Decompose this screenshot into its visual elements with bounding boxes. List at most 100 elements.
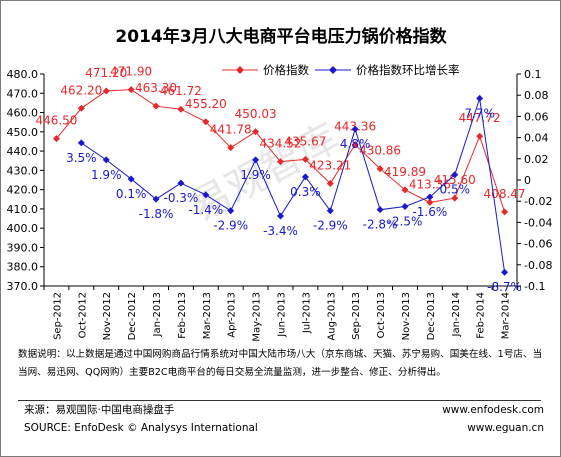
footer-divider <box>18 400 541 401</box>
growth-rate-data-label: 7.7% <box>464 106 495 120</box>
y-right-tick-label: 0 <box>524 174 531 187</box>
y-left-tick-label: 420.0 <box>7 184 39 197</box>
y-left-tick-label: 380.0 <box>7 261 39 274</box>
growth-rate-point <box>252 156 260 164</box>
price-index-data-label: 430.86 <box>359 144 401 158</box>
growth-rate-data-label: -3.4% <box>263 224 298 238</box>
price-index-point <box>177 105 185 113</box>
source-site-eguan: www.eguan.cn <box>467 422 544 434</box>
x-tick-label: Oct-2013 <box>376 292 387 338</box>
x-tick-label: Feb-2013 <box>177 292 188 339</box>
price-index-data-label: 447.72 <box>459 111 501 125</box>
growth-rate-data-label: -1.4% <box>188 203 223 217</box>
price-index-data-label: 463.30 <box>135 81 177 95</box>
x-tick-label: Nov-2013 <box>401 292 412 340</box>
price-index-point <box>376 165 384 173</box>
growth-rate-point <box>77 139 85 147</box>
x-tick-label: Dec-2012 <box>127 292 138 340</box>
x-tick-label: Sep-2013 <box>351 292 362 340</box>
price-index-point <box>152 102 160 110</box>
growth-rate-point <box>351 125 359 133</box>
growth-rate-point <box>451 171 459 179</box>
price-index-point <box>102 87 110 95</box>
growth-rate-point <box>177 179 185 187</box>
growth-rate-data-label: 1.9% <box>91 168 122 182</box>
legend-label-growth-rate: 价格指数环比增长率 <box>356 63 460 77</box>
y-left-tick-label: 450.0 <box>7 126 39 139</box>
price-index-data-label: 423.21 <box>309 158 351 172</box>
y-right-tick-label: 0.08 <box>524 89 549 102</box>
price-index-point <box>227 144 235 152</box>
growth-rate-data-label: -2.9% <box>313 219 348 233</box>
price-index-data-label: 419.89 <box>384 165 426 179</box>
x-tick-label: Nov-2012 <box>102 292 113 340</box>
price-index-data-label: 446.50 <box>35 114 77 128</box>
growth-rate-data-label: 3.5% <box>66 151 97 165</box>
y-right-tick-label: -0.1 <box>524 280 545 293</box>
price-index-data-label: 435.67 <box>284 134 326 148</box>
legend: 价格指数 价格指数环比增长率 <box>222 63 460 77</box>
price-index-data-label: 450.03 <box>235 107 277 121</box>
growth-rate-point <box>152 195 160 203</box>
growth-rate-point <box>376 206 384 214</box>
y-right-tick-label: -0.02 <box>524 195 552 208</box>
growth-rate-line <box>81 98 506 273</box>
price-index-point <box>426 198 434 206</box>
source-block: 来源：易观国际·中国电商操盘手 www.enfodesk.com SOURCE:… <box>24 401 544 437</box>
growth-rate-series: 3.5% 1.9% 0.1% -1.8% -0.3%-1.4% -2.9% 1.9% -3.4… <box>66 94 522 294</box>
price-index-point <box>277 158 284 166</box>
legend-marker-growth-rate <box>329 66 337 74</box>
y-right-tick-label: -0.06 <box>524 238 552 251</box>
price-index-data-label: 471.90 <box>110 65 152 79</box>
legend-marker-price-index <box>236 66 244 74</box>
y-right-tick-label: -0.04 <box>524 216 552 229</box>
source-site-enfodesk: www.enfodesk.com <box>442 404 544 416</box>
growth-rate-point <box>227 207 235 215</box>
growth-rate-point <box>326 207 334 215</box>
growth-rate-data-label: -0.3% <box>164 191 199 205</box>
growth-rate-data-label: -1.6% <box>412 205 447 219</box>
y-left-tick-label: 440.0 <box>7 145 39 158</box>
growth-rate-data-label: 1.9% <box>240 168 271 182</box>
legend-label-price-index: 价格指数 <box>263 63 309 77</box>
y-left-tick-label: 460.0 <box>7 107 39 120</box>
price-index-point <box>202 118 210 126</box>
growth-rate-data-label: 0.1% <box>116 187 147 201</box>
x-tick-label: Jun-2013 <box>277 292 288 338</box>
growth-rate-data-label: -2.9% <box>213 219 248 233</box>
growth-rate-point <box>202 191 210 199</box>
price-index-point <box>301 155 309 163</box>
y-right-tick-label: 0.02 <box>524 153 549 166</box>
x-tick-label: Feb-2014 <box>476 292 487 339</box>
price-index-data-label: 461.72 <box>160 84 202 98</box>
data-note: 数据说明：以上数据是通过中国网购商品行情系统对中国大陆市场八大（京东商城、天猫、… <box>18 349 543 378</box>
price-index-chart: 易观智库 2014年3月八大电商平台电压力锅价格指数 370.0380.0390… <box>7 26 553 342</box>
growth-rate-point <box>401 203 409 210</box>
y-right-tick-label: 0.04 <box>524 132 549 145</box>
price-index-point <box>326 179 334 187</box>
growth-rate-point <box>102 156 110 164</box>
y-left-tick-label: 470.0 <box>7 87 39 100</box>
growth-rate-point <box>426 193 434 201</box>
price-index-data-label: 471.20 <box>85 66 127 80</box>
price-index-point <box>451 194 459 202</box>
price-index-data-label: 462.20 <box>60 83 102 97</box>
x-tick-label: Mar-2014 <box>501 292 512 339</box>
axes: 370.0 380.0 390.0 400.0 410.0 420.0 430.0 440.0… <box>7 68 553 342</box>
price-index-data-label: 455.20 <box>185 97 227 111</box>
y-right-tick-label: 0.1 <box>524 68 542 81</box>
x-tick-label: Apr-2013 <box>227 292 238 338</box>
growth-rate-data-label: 0.3% <box>290 185 321 199</box>
price-index-point <box>501 208 509 216</box>
x-tick-label: Mar-2013 <box>202 292 213 339</box>
price-index-data-label: 408.47 <box>484 187 526 201</box>
x-tick-label: May-2013 <box>252 292 263 342</box>
y-left-tick-label: 390.0 <box>7 241 39 254</box>
x-tick-label: Jan-2013 <box>152 292 163 337</box>
price-index-point <box>127 86 135 94</box>
x-tick-label: Jul-2013 <box>301 292 312 334</box>
growth-rate-point <box>501 268 509 276</box>
y-left-tick-label: 410.0 <box>7 203 39 216</box>
price-index-point <box>401 186 409 194</box>
